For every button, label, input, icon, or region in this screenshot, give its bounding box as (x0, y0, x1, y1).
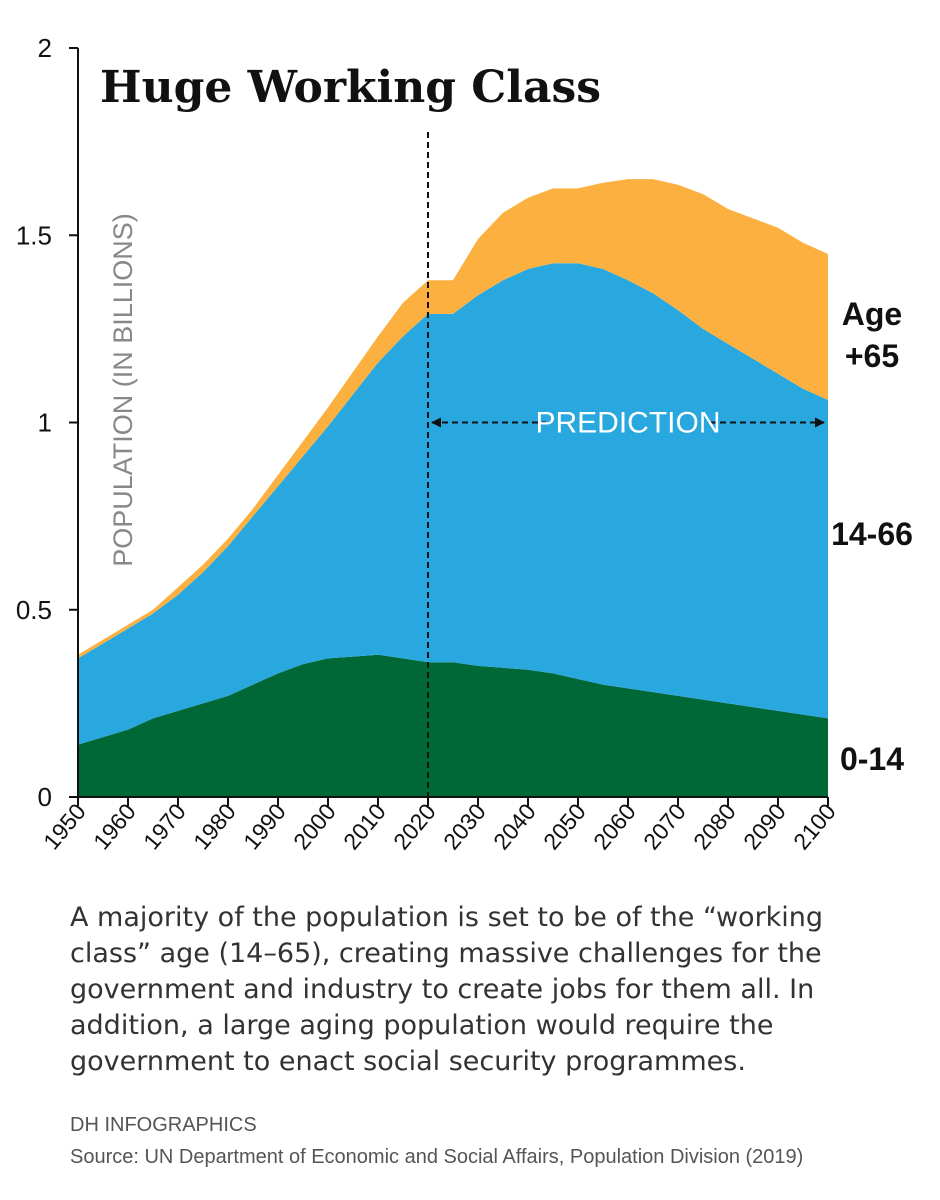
x-tick-label: 2040 (488, 799, 541, 855)
x-tick-label: 2070 (638, 799, 691, 855)
chart-caption: A majority of the population is set to b… (70, 902, 824, 1077)
stacked-areas (78, 179, 828, 797)
x-tick-label: 1990 (238, 799, 291, 855)
area-series-2 (78, 263, 828, 745)
x-tick-label: 2050 (538, 799, 591, 855)
x-tick-label: 2030 (438, 799, 491, 855)
x-tick-label: 2020 (388, 799, 441, 855)
series-label-0-14: 0-14 (840, 741, 904, 777)
x-tick-label: 2100 (788, 799, 841, 855)
x-tick-label: 1980 (188, 799, 241, 855)
x-tick-label: 2060 (588, 799, 641, 855)
y-axis-ticks: 0 0.5 1 1.5 2 (16, 33, 78, 812)
y-tick-label: 1 (38, 408, 52, 438)
y-tick-label: 2 (38, 33, 52, 63)
y-tick-label: 0.5 (16, 595, 52, 625)
x-tick-label: 1970 (138, 799, 191, 855)
data-source: Source: UN Department of Economic and So… (70, 1146, 804, 1168)
x-tick-label: 1960 (88, 799, 141, 855)
x-tick-label: 2080 (688, 799, 741, 855)
x-axis-ticks: 1950196019701980199020002010202020302040… (38, 797, 841, 854)
series-label-14-66: 14-66 (831, 516, 913, 552)
area-series-3 (78, 179, 828, 659)
area-series-1 (78, 654, 828, 797)
series-label-age-65: Age +65 (842, 296, 902, 374)
y-axis-label: POPULATION (IN BILLIONS) (108, 213, 138, 567)
population-area-chart: PREDICTION 0 0.5 1 1.5 2 1950196019701980199… (16, 33, 913, 854)
prediction-label: PREDICTION (535, 407, 720, 440)
x-tick-label: 2090 (738, 799, 791, 855)
chart-title: Huge Working Class (100, 62, 601, 113)
y-tick-label: 0 (38, 782, 52, 812)
y-tick-label: 1.5 (16, 220, 52, 250)
x-tick-label: 2010 (338, 799, 391, 855)
prediction-overlay: PREDICTION (427, 132, 825, 797)
infographic-credit: DH INFOGRAPHICS (70, 1114, 257, 1136)
x-tick-label: 2000 (288, 799, 341, 855)
series-labels: Age +65 14-66 0-14 (831, 296, 913, 777)
